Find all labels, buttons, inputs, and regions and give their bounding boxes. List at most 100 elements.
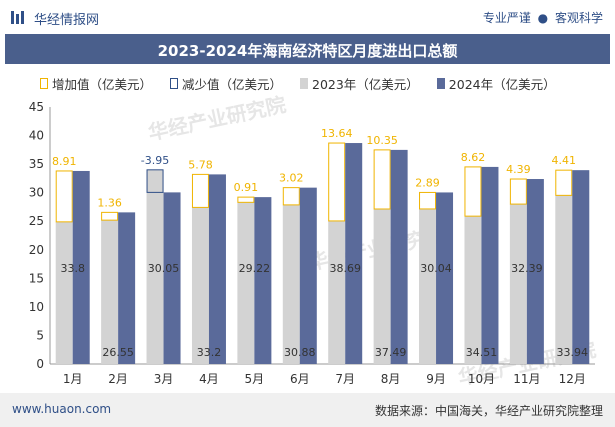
- increase-marker: [419, 191, 437, 210]
- x-tick-label: 3月: [154, 372, 174, 386]
- decrease-marker: [146, 169, 164, 193]
- x-tick-label: 9月: [426, 372, 446, 386]
- legend-label-2023: 2023年（亿美元）: [312, 77, 419, 92]
- change-value-label: 3.02: [279, 172, 304, 185]
- title-bar: 2023-2024年海南经济特区月度进出口总额: [5, 34, 610, 64]
- bar-2024: [345, 143, 363, 364]
- legend-swatch-decrease: [170, 78, 178, 89]
- increase-marker: [328, 142, 346, 222]
- x-tick-label: 11月: [513, 372, 540, 386]
- value-label-2024: 37.49: [375, 346, 407, 359]
- increase-marker: [555, 169, 573, 196]
- bar-2024: [572, 170, 590, 364]
- bar-chart: 华经产业研究院华经产业研究院华经产业研究院0510152025303540458…: [29, 92, 598, 390]
- value-label-2024: 33.2: [197, 346, 222, 359]
- legend-swatch-2024: [436, 78, 445, 89]
- brand-name: 华经情报网: [34, 13, 100, 28]
- change-value-label: 5.78: [188, 158, 213, 171]
- increase-marker: [237, 196, 255, 203]
- bar-2023: [419, 208, 437, 364]
- value-label-2024: 33.8: [60, 262, 85, 275]
- header-bar: 华经情报网 专业严谨 ● 客观科学: [0, 0, 615, 34]
- y-tick-label: 45: [29, 100, 44, 114]
- legend-item-increase: 增加值（亿美元）: [40, 74, 152, 93]
- bar-2024: [254, 197, 272, 364]
- bar-2024: [526, 179, 544, 364]
- footer-source: 数据来源：中国海关，华经产业研究院整理: [374, 404, 603, 418]
- y-tick-label: 20: [29, 243, 44, 257]
- x-tick-label: 10月: [468, 372, 495, 386]
- value-label-2024: 32.39: [511, 262, 543, 275]
- bar-2023: [373, 209, 391, 364]
- value-label-2024: 38.69: [329, 262, 361, 275]
- y-tick-label: 40: [29, 129, 44, 143]
- legend-item-decrease: 减少值（亿美元）: [170, 74, 282, 93]
- y-tick-label: 0: [36, 357, 44, 371]
- x-tick-label: 7月: [335, 372, 355, 386]
- chart-title: 2023-2024年海南经济特区月度进出口总额: [157, 42, 458, 60]
- y-tick-label: 15: [29, 271, 44, 285]
- legend-swatch-2023: [300, 78, 308, 89]
- slogan-right: 客观科学: [554, 11, 603, 25]
- bar-2023: [237, 202, 255, 364]
- bar-2023: [191, 207, 209, 364]
- bar-2024: [118, 212, 136, 364]
- y-tick-label: 10: [29, 300, 44, 314]
- legend-swatch-increase: [40, 78, 48, 89]
- value-label-2024: 30.05: [148, 262, 180, 275]
- y-tick-label: 25: [29, 214, 44, 228]
- bar-2024: [163, 192, 181, 364]
- change-value-label: 8.62: [461, 151, 486, 164]
- x-tick-label: 4月: [199, 372, 219, 386]
- x-tick-label: 1月: [63, 372, 83, 386]
- change-value-label: 4.41: [552, 154, 577, 167]
- bar-2024: [72, 170, 90, 364]
- bar-2023: [101, 220, 119, 364]
- bar-2023: [328, 220, 346, 364]
- increase-marker: [509, 178, 527, 205]
- change-value-label: 13.64: [321, 127, 353, 140]
- change-value-label: 4.39: [506, 163, 531, 176]
- legend-label-increase: 增加值（亿美元）: [52, 77, 153, 92]
- slogan-dot: ●: [537, 11, 549, 25]
- x-tick-label: 8月: [381, 372, 401, 386]
- legend-label-decrease: 减少值（亿美元）: [182, 77, 283, 92]
- change-value-label: 8.91: [52, 155, 77, 168]
- bar-2023: [555, 195, 573, 364]
- increase-marker: [191, 173, 209, 208]
- chart-legend: 增加值（亿美元） 减少值（亿美元） 2023年（亿美元） 2024年（亿美元）: [40, 74, 570, 93]
- y-tick-label: 5: [36, 328, 44, 342]
- legend-item-2023: 2023年（亿美元）: [300, 74, 419, 93]
- footer-bar: www.huaon.com 数据来源：中国海关，华经产业研究院整理: [0, 393, 615, 427]
- increase-marker: [282, 187, 300, 206]
- x-tick-label: 12月: [559, 372, 586, 386]
- bar-2023: [146, 169, 164, 364]
- y-tick-label: 35: [29, 157, 44, 171]
- increase-marker: [55, 170, 73, 223]
- slogan-left: 专业严谨: [482, 11, 531, 25]
- brand-logo-icon: [11, 11, 24, 24]
- bar-2024: [390, 149, 408, 364]
- bar-2024: [299, 187, 317, 364]
- bar-2024: [436, 192, 454, 364]
- slogan: 专业严谨 ● 客观科学: [483, 9, 603, 26]
- footer-url[interactable]: www.huaon.com: [12, 402, 112, 416]
- change-value-label: 10.35: [366, 134, 398, 147]
- bar-2024: [208, 174, 226, 364]
- value-label-2024: 30.88: [284, 346, 316, 359]
- bar-2023: [509, 204, 527, 364]
- x-tick-label: 5月: [245, 372, 265, 386]
- bar-2024: [481, 166, 499, 364]
- bar-2023: [464, 216, 482, 364]
- legend-label-2024: 2024年（亿美元）: [448, 77, 556, 92]
- legend-item-2024: 2024年（亿美元）: [436, 74, 556, 93]
- value-label-2024: 30.04: [420, 262, 452, 275]
- bar-2023: [282, 204, 300, 364]
- x-tick-label: 6月: [290, 372, 310, 386]
- bar-2023: [55, 221, 73, 364]
- increase-marker: [373, 149, 391, 210]
- change-value-label: -3.95: [141, 154, 169, 167]
- x-tick-label: 2月: [108, 372, 128, 386]
- increase-marker: [101, 211, 119, 221]
